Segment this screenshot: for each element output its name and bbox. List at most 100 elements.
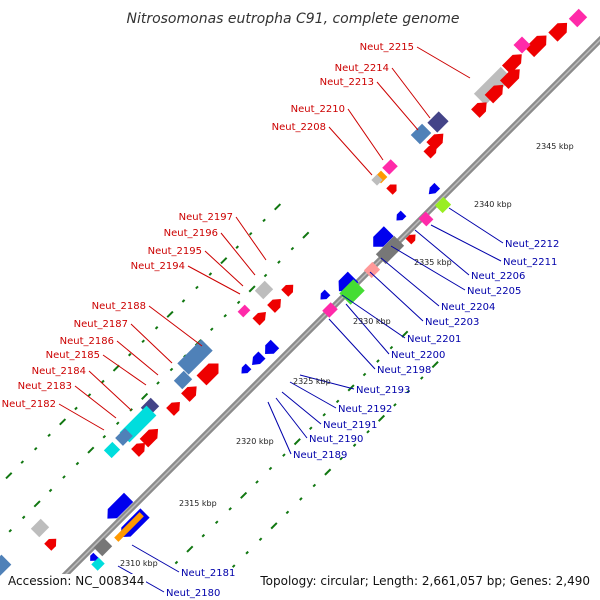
gene-arrow: [131, 443, 145, 457]
gene-arrow: [423, 145, 437, 159]
gene-box: [0, 554, 12, 578]
gene-arrow: [281, 284, 294, 297]
gene-arrow: [396, 210, 407, 221]
tick-dot: [309, 426, 313, 430]
tick-dot: [74, 406, 78, 411]
gene-feature: [265, 339, 280, 354]
gene-box: [382, 159, 398, 175]
gene-box: [254, 280, 274, 300]
gene-feature: [386, 184, 397, 195]
tick-dot: [75, 461, 80, 466]
gene-feature: [548, 22, 568, 42]
leader-line: [341, 294, 406, 339]
gene-feature: [254, 280, 274, 300]
gene-box: [30, 518, 50, 538]
gene-arrow: [265, 339, 280, 354]
gene-arrow: [386, 184, 397, 195]
leader-line: [267, 401, 292, 455]
gene-label: Neut_2191: [323, 420, 377, 431]
gene-label: Neut_2210: [291, 104, 345, 115]
tick-dot: [268, 466, 273, 471]
gene-box: [237, 304, 251, 318]
gene-feature: [30, 518, 50, 538]
backbone-highlight: [38, 38, 600, 600]
gene-feature: [252, 312, 266, 326]
gene-label: Neut_2214: [335, 63, 389, 74]
tick-dot: [377, 414, 386, 422]
gene-label: Neut_2205: [467, 286, 521, 297]
tick-dot: [406, 389, 411, 394]
gene-feature: [382, 159, 398, 175]
gene-arrow: [484, 84, 504, 104]
tick-label: 2325 kbp: [293, 377, 331, 386]
tick-dot: [274, 203, 282, 211]
gene-arrow: [405, 234, 416, 245]
tick-dot: [290, 246, 295, 251]
gene-arrow: [107, 492, 134, 519]
gene-feature: [131, 443, 145, 457]
gene-feature: [90, 552, 99, 561]
tick-dot: [195, 285, 199, 290]
gene-arrow: [267, 299, 281, 313]
tick-dot: [262, 218, 266, 223]
map-title: Nitrosomonas eutropha C91, complete geno…: [126, 11, 459, 27]
tick-dot: [5, 472, 13, 480]
gene-feature: [339, 279, 365, 305]
gene-feature: [513, 36, 531, 54]
tick-label: 2310 kbp: [120, 559, 158, 568]
gene-feature: [410, 123, 432, 145]
gene-label: Neut_2208: [272, 122, 326, 133]
gene-label: Neut_2182: [2, 399, 56, 410]
tick-dot: [258, 537, 263, 542]
gene-label: Neut_2197: [179, 212, 233, 223]
leader-line: [380, 257, 440, 307]
tick-dot: [322, 413, 326, 417]
tick-dot: [285, 510, 290, 515]
gene-feature: [114, 512, 144, 542]
tick-dot: [431, 361, 439, 369]
tick-dot: [339, 456, 343, 461]
genome-backbone: [35, 35, 600, 600]
gene-feature: [281, 284, 294, 297]
tick-dot: [245, 550, 249, 555]
tick-dot: [220, 257, 228, 265]
tick-dot: [59, 418, 67, 426]
gene-label: Neut_2196: [164, 228, 218, 239]
tick-dot: [352, 443, 357, 447]
tick-dot: [174, 560, 179, 565]
tick-dot: [248, 232, 253, 236]
tick-dot: [389, 345, 394, 350]
gene-feature: [252, 351, 266, 365]
tick-dot: [115, 421, 120, 426]
gene-arrow: [139, 428, 159, 448]
gene-label: Neut_2201: [407, 334, 461, 345]
gene-arrow: [44, 538, 57, 551]
tick-label: 2345 kbp: [536, 142, 574, 151]
gene-box: [513, 36, 531, 54]
tick-dot: [20, 460, 25, 464]
gene-label: Neut_2204: [441, 302, 495, 313]
gene-box: [363, 261, 381, 279]
tick-dot: [47, 433, 51, 438]
genome-summary-text: Topology: circular; Length: 2,661,057 bp…: [258, 574, 592, 600]
gene-label: Neut_2188: [92, 301, 146, 312]
gene-feature: [363, 261, 381, 279]
gene-feature: [396, 210, 407, 221]
leader-line: [148, 305, 203, 347]
gene-box: [91, 557, 105, 571]
tick-dot: [228, 507, 232, 511]
gene-feature: [196, 363, 219, 386]
tick-label: 2320 kbp: [236, 437, 274, 446]
gene-box: [93, 537, 113, 557]
tick-dot: [335, 399, 340, 404]
leader-line: [88, 370, 132, 411]
gene-arrow: [90, 552, 99, 561]
gene-arrow: [252, 312, 266, 326]
gene-box: [339, 279, 365, 305]
tick-dot: [33, 500, 41, 508]
tick-dot: [324, 468, 332, 476]
gene-feature: [484, 84, 504, 104]
gene-label: Neut_2198: [377, 365, 431, 376]
gene-feature: [501, 54, 522, 75]
gene-label: Neut_2194: [131, 261, 185, 272]
